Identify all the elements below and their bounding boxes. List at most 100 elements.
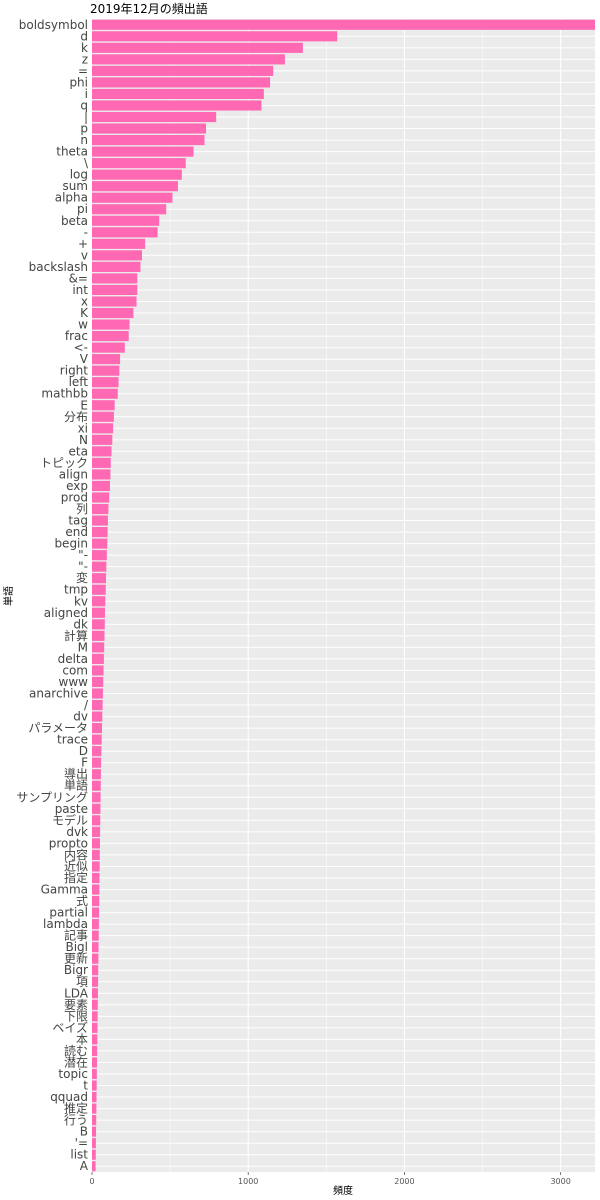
- bar: [92, 492, 110, 503]
- category-label: trace: [57, 733, 88, 747]
- bar: [92, 642, 105, 653]
- bar: [92, 515, 108, 526]
- bar: [92, 123, 207, 134]
- bar: [92, 169, 182, 180]
- bar: [92, 665, 104, 676]
- category-label: mathbb: [41, 387, 88, 401]
- bar: [92, 31, 338, 42]
- category-label: w: [78, 318, 88, 332]
- bar: [92, 965, 99, 976]
- category-label: i: [85, 87, 88, 101]
- category-label: 更新: [64, 951, 88, 966]
- category-label: prod: [61, 490, 88, 504]
- category-label: dvk: [66, 825, 88, 839]
- bar: [92, 446, 112, 457]
- bar: [92, 757, 102, 768]
- bar: [92, 884, 100, 895]
- category-label: サンプリング: [16, 790, 88, 804]
- category-label: list: [70, 1148, 88, 1162]
- bars: [92, 19, 595, 1172]
- category-label: pi: [77, 202, 88, 216]
- bar: [92, 434, 113, 445]
- category-label: 単語: [64, 778, 88, 793]
- bar: [92, 653, 104, 664]
- bar: [92, 849, 100, 860]
- category-label: lambda: [43, 917, 88, 931]
- category-label: boldsymbol: [19, 18, 88, 32]
- bar: [92, 204, 167, 215]
- category-label: 列: [76, 502, 88, 516]
- bar: [92, 1034, 98, 1045]
- bar: [92, 596, 106, 607]
- category-label: t: [83, 1079, 88, 1093]
- category-label: tmp: [64, 583, 88, 597]
- bar: [92, 1115, 97, 1126]
- bar: [92, 976, 99, 987]
- category-label: topic: [58, 1067, 88, 1081]
- category-label: '=: [75, 1136, 88, 1150]
- category-label: "-: [78, 560, 88, 574]
- bar: [92, 1045, 98, 1057]
- category-label: xi: [78, 421, 88, 435]
- bar: [92, 100, 262, 111]
- bar: [92, 1011, 98, 1022]
- category-label: -: [84, 225, 88, 239]
- bar: [92, 780, 101, 791]
- bar: [92, 988, 98, 999]
- bar: [92, 1126, 97, 1137]
- category-label: LDA: [64, 986, 89, 1000]
- category-label: Bigr: [64, 963, 88, 977]
- category-label: \: [84, 156, 89, 170]
- bar: [92, 19, 595, 30]
- category-label: "-: [78, 548, 88, 562]
- bar: [92, 192, 173, 203]
- bar: [92, 676, 104, 688]
- category-label: N: [79, 433, 88, 447]
- category-label: 下限: [64, 1009, 88, 1023]
- bar: [92, 999, 98, 1010]
- bar: [92, 527, 108, 538]
- bar: [92, 250, 142, 261]
- bar: [92, 227, 158, 238]
- category-label: F: [81, 756, 88, 770]
- bar: [92, 792, 101, 803]
- category-label: x: [81, 294, 88, 308]
- bar: [92, 561, 107, 572]
- bar: [92, 365, 120, 376]
- category-label: tag: [68, 514, 88, 528]
- bar: [92, 746, 102, 757]
- category-label: <-: [74, 341, 88, 355]
- category-label: backslash: [29, 260, 88, 274]
- category-label: 要素: [64, 998, 88, 1012]
- x-tick-label: 1000: [238, 1177, 258, 1186]
- bar: [92, 296, 137, 307]
- bar: [92, 769, 101, 780]
- chart-title: 2019年12月の頻出語: [90, 1, 208, 16]
- category-label: www: [59, 675, 89, 689]
- category-label: v: [81, 248, 88, 262]
- bar: [92, 238, 146, 249]
- bar: [92, 273, 138, 284]
- x-tick-labels: 0 1000 2000 3000: [89, 1172, 571, 1186]
- category-label: n: [80, 133, 88, 147]
- bar: [92, 215, 160, 226]
- bar: [92, 803, 101, 814]
- bar: [92, 942, 99, 953]
- bar: [92, 1057, 97, 1068]
- category-label: 導出: [64, 767, 88, 781]
- category-label: /: [84, 698, 89, 712]
- bar: [92, 550, 107, 561]
- category-label: |: [84, 110, 88, 124]
- category-label: Gamma: [41, 883, 88, 897]
- bar: [92, 723, 102, 734]
- bar: [92, 538, 108, 549]
- bar: [92, 573, 107, 584]
- bar: [92, 1103, 97, 1114]
- category-label: dk: [73, 617, 88, 631]
- category-label: 読む: [64, 1043, 88, 1058]
- bar: [92, 1068, 97, 1080]
- category-label: 内容: [64, 847, 88, 862]
- category-label: M: [78, 640, 88, 654]
- category-label: 指定: [64, 870, 88, 885]
- bar: [92, 1138, 96, 1149]
